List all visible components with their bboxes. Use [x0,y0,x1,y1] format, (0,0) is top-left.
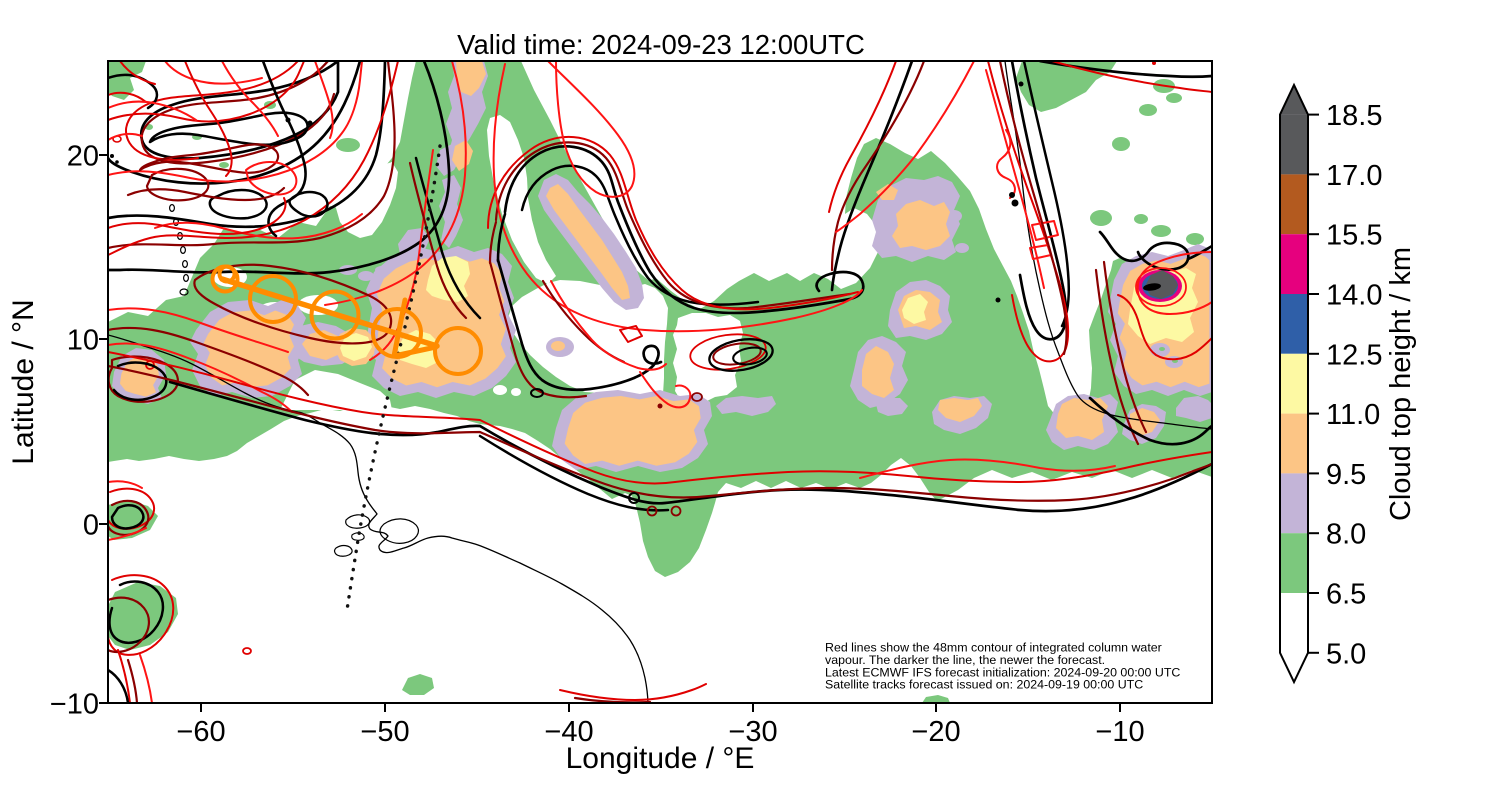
svg-text:vapour. The darker the line, t: vapour. The darker the line, the newer t… [825,653,1105,667]
svg-text:14.0: 14.0 [1326,280,1382,312]
svg-text:8.0: 8.0 [1326,519,1366,551]
svg-text:10: 10 [67,325,99,357]
svg-text:−60: −60 [176,716,225,748]
svg-text:−10: −10 [1095,716,1144,748]
svg-text:9.5: 9.5 [1326,459,1366,491]
svg-text:17.0: 17.0 [1326,160,1382,192]
svg-text:11.0: 11.0 [1326,399,1380,431]
svg-text:0: 0 [83,510,99,542]
svg-text:20: 20 [67,141,99,173]
svg-text:−30: −30 [728,716,777,748]
svg-text:Cloud top height / km: Cloud top height / km [1385,247,1417,521]
svg-text:Latest ECMWF IFS forecast init: Latest ECMWF IFS forecast initialization… [825,665,1180,679]
svg-text:15.5: 15.5 [1326,220,1382,252]
svg-text:Valid time: 2024-09-23 12:00UT: Valid time: 2024-09-23 12:00UTC [457,29,865,60]
svg-text:−40: −40 [544,716,593,748]
svg-text:−50: −50 [360,716,409,748]
svg-text:5.0: 5.0 [1326,638,1366,670]
svg-text:12.5: 12.5 [1326,339,1382,371]
svg-text:Red lines show the 48mm contou: Red lines show the 48mm contour of integ… [825,641,1162,655]
svg-text:6.5: 6.5 [1326,579,1366,611]
svg-text:Latitude / °N: Latitude / °N [7,299,40,464]
svg-text:Longitude / °E: Longitude / °E [566,742,755,775]
svg-text:−10: −10 [50,689,99,721]
svg-text:18.5: 18.5 [1326,100,1382,132]
svg-text:−20: −20 [911,716,960,748]
svg-text:Satellite tracks forecast issu: Satellite tracks forecast issued on: 202… [825,678,1143,692]
